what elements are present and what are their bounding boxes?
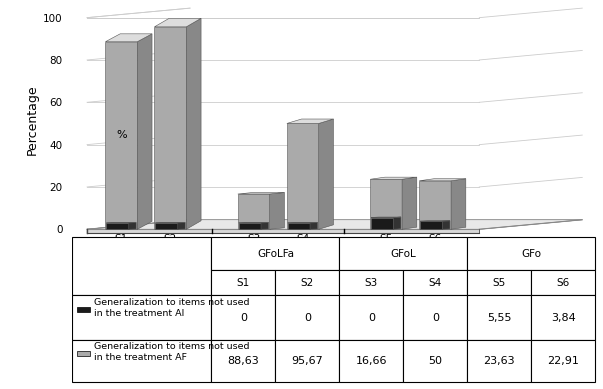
Text: S5: S5 [493,278,506,288]
Text: S2: S2 [164,234,177,244]
Bar [72,295,212,340]
Text: 5,55: 5,55 [487,313,511,323]
Text: 0: 0 [432,313,439,323]
Bar [339,340,403,382]
Text: S6: S6 [429,234,442,244]
Text: %: % [116,130,127,140]
Bar [403,270,467,295]
Bar [531,295,595,340]
Polygon shape [128,223,136,229]
Text: 0: 0 [304,313,311,323]
Polygon shape [419,179,466,181]
Polygon shape [370,177,417,179]
Polygon shape [443,221,450,229]
Polygon shape [87,220,582,229]
Text: 0: 0 [240,313,247,323]
Text: S6: S6 [557,278,570,288]
Text: 95,67: 95,67 [291,356,323,366]
Text: 3,84: 3,84 [551,313,576,323]
Polygon shape [87,220,190,233]
Bar [287,123,319,229]
Bar [238,194,270,229]
Bar [370,179,402,229]
Text: 16,66: 16,66 [356,356,387,366]
Polygon shape [106,34,152,42]
Bar [467,237,595,270]
Bar [72,237,212,295]
Text: GFoL: GFoL [265,239,292,249]
Text: 0: 0 [368,313,375,323]
Text: GFoL: GFoL [391,249,416,259]
Bar [288,223,310,229]
Text: GFoLFa: GFoLFa [126,239,166,249]
Text: S1: S1 [115,234,128,244]
Polygon shape [154,18,201,27]
Polygon shape [393,217,401,229]
Bar [403,340,467,382]
Bar [339,237,467,270]
Polygon shape [186,18,201,229]
Bar [420,221,443,229]
Bar [276,295,339,340]
Text: S1: S1 [237,278,250,288]
Bar [467,270,531,295]
Text: S3: S3 [365,278,378,288]
Text: Generalization to items not used
in the treatment AI: Generalization to items not used in the … [94,298,250,318]
Bar [77,307,90,312]
Bar [154,27,186,229]
Polygon shape [87,229,479,233]
Text: Generalization to items not used
in the treatment AF: Generalization to items not used in the … [94,342,250,362]
Bar [212,237,339,270]
Text: S4: S4 [296,234,309,244]
Polygon shape [310,223,318,229]
Bar [106,223,128,229]
Text: GFo: GFo [522,249,541,259]
Bar [212,270,276,295]
Bar [531,340,595,382]
Y-axis label: Percentage: Percentage [26,84,39,155]
Bar [276,270,339,295]
Text: 23,63: 23,63 [484,356,515,366]
Bar [419,181,451,229]
Text: 88,63: 88,63 [227,356,259,366]
Polygon shape [178,223,185,229]
Bar [531,270,595,295]
Text: S2: S2 [301,278,314,288]
Bar [156,223,178,229]
Polygon shape [137,34,152,229]
Text: GFoLFa: GFoLFa [257,249,294,259]
Bar [212,340,276,382]
Bar [467,295,531,340]
Bar [403,295,467,340]
Polygon shape [402,177,417,229]
Text: S4: S4 [429,278,442,288]
Bar [371,217,393,229]
Bar [276,340,339,382]
Polygon shape [238,193,285,194]
Polygon shape [261,223,268,229]
Bar [77,350,90,356]
Bar [72,340,212,382]
Polygon shape [451,179,466,229]
Text: S5: S5 [379,234,393,244]
Polygon shape [270,193,285,229]
Text: 50: 50 [428,356,443,366]
Bar [239,223,261,229]
Text: GFo: GFo [400,239,421,249]
Bar [339,270,403,295]
Bar [339,295,403,340]
Text: S3: S3 [247,234,260,244]
Text: 22,91: 22,91 [548,356,579,366]
Bar [212,295,276,340]
Bar [467,340,531,382]
Bar [106,42,137,229]
Polygon shape [319,119,333,229]
Polygon shape [287,119,333,123]
Polygon shape [87,220,582,229]
